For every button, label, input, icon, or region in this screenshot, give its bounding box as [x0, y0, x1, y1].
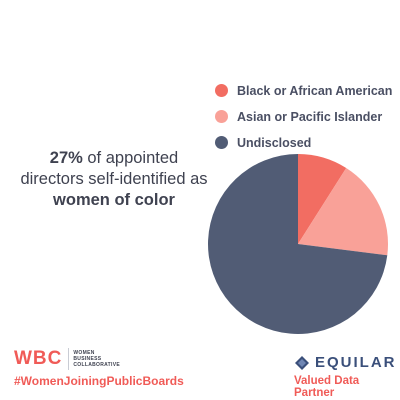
headline-line-1: 27% of appointed — [0, 148, 228, 169]
legend-label-black: Black or African American — [237, 83, 393, 98]
pie-slice-black — [298, 154, 347, 244]
wbc-letters: WBC — [14, 348, 63, 369]
headline-emphasis: women of color — [53, 191, 175, 209]
wbc-word-business: BUSINESS — [73, 356, 102, 362]
legend-item-black: Black or African American — [215, 78, 392, 103]
equilar-logo: EQUILAR — [295, 354, 397, 371]
equilar-wordmark: EQUILAR — [315, 354, 397, 371]
wbc-divider — [68, 348, 70, 370]
legend-item-undisclosed: Undisclosed — [215, 130, 392, 155]
headline-line-1-rest: of appointed — [82, 149, 179, 167]
legend-label-asian: Asian or Pacific Islander — [237, 109, 383, 124]
chart-legend: Black or African American Asian or Pacif… — [215, 78, 392, 155]
hashtag: #WomenJoiningPublicBoards — [14, 374, 184, 388]
partner-label: Valued Data Partner — [294, 375, 360, 399]
legend-item-asian: Asian or Pacific Islander — [215, 104, 392, 129]
wbc-wordmark: WOMEN BUSINESS COLLABORATIVE — [73, 350, 120, 368]
equilar-diamond-icon — [295, 355, 309, 370]
legend-label-undisclosed: Undisclosed — [237, 135, 312, 150]
headline-percent: 27% — [49, 149, 83, 167]
wbc-logo: WBC WOMEN BUSINESS COLLABORATIVE — [14, 348, 120, 370]
headline: 27% of appointed directors self-identifi… — [0, 148, 228, 211]
headline-line-3: women of color — [0, 190, 228, 211]
headline-line-2: directors self-identified as — [20, 170, 208, 188]
wbc-word-women: WOMEN — [73, 350, 95, 356]
wbc-word-collaborative: COLLABORATIVE — [73, 362, 120, 368]
legend-swatch-undisclosed — [215, 136, 228, 149]
pie-slice-asian — [298, 168, 388, 256]
legend-swatch-black — [215, 84, 228, 97]
pie-slice-undisclosed — [207, 154, 388, 334]
pie-chart — [207, 154, 388, 334]
legend-swatch-asian — [215, 110, 228, 123]
